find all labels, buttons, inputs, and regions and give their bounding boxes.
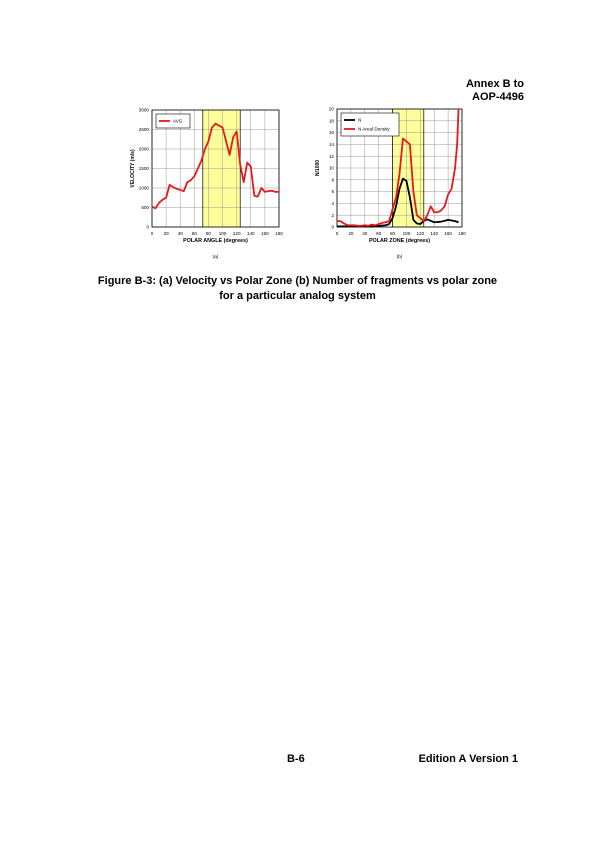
chart-1-x-tick-label: 0	[151, 231, 154, 236]
chart-1-x-tick-label: 180	[275, 231, 283, 236]
chart-2-legend	[340, 112, 400, 137]
chart-2-x-tick-label: 40	[362, 231, 368, 236]
chart-2-x-tick-label: 0	[336, 231, 339, 236]
chart-2-legend-label: N	[358, 118, 361, 123]
chart-2-legend-label: N Areal Density	[358, 127, 390, 132]
velocity-chart: 0 20 40 60 80 100 120 140 160 180 0 500 1000 1500 2000…	[128, 104, 288, 264]
chart-1-y-axis-label: VELOCITY (m/s)	[130, 149, 136, 188]
chart-1-x-tick-label: 100	[219, 231, 227, 236]
chart-2-x-tick-label: 80	[390, 231, 396, 236]
chart-1-y-tick-label: 1000	[139, 186, 150, 191]
chart-1-y-tick-label: 2500	[139, 127, 150, 132]
chart-2-x-tick-label: 180	[458, 231, 466, 236]
chart-1-x-tick-label: 40	[178, 231, 184, 236]
chart-1-x-tick-label: 120	[233, 231, 241, 236]
chart-2-y-tick-label: 0	[331, 225, 334, 230]
chart-1-panel-label: (a)	[213, 254, 219, 259]
chart-2-frame	[336, 108, 463, 228]
velocity-chart-svg: 0 20 40 60 80 100 120 140 160 180 0 500 1000 1500 2000…	[130, 108, 283, 259]
chart-2-x-tick-label: 20	[348, 231, 354, 236]
chart-1-legend-label: AVG	[173, 119, 183, 124]
chart-1-x-tick-label: 140	[247, 231, 255, 236]
chart-1-y-tick-label: 500	[141, 205, 149, 210]
chart-1-x-tick-label: 20	[164, 231, 170, 236]
chart-2-y-tick-label: 14	[329, 142, 335, 147]
chart-1-x-axis-label: POLAR ANGLE (degrees)	[183, 238, 248, 244]
chart-1-y-tick-label: 2000	[139, 147, 150, 152]
chart-2-y-tick-label: 8	[331, 177, 334, 182]
chart-2-x-tick-label: 120	[416, 231, 424, 236]
chart-1-y-tick-label: 3000	[139, 108, 150, 113]
fragments-chart-svg: 0 20 40 60 80 100 120 140 160 180 0 2 4 6 8 10 12 14 16 18 2…	[315, 107, 466, 259]
annex-header: Annex B to	[465, 78, 524, 90]
chart-2-y-axis-label: N/1000	[315, 160, 321, 176]
chart-2-x-tick-label: 160	[444, 231, 452, 236]
chart-2-series-line-2	[337, 108, 460, 227]
chart-1-x-tick-label: 80	[206, 231, 212, 236]
fragments-chart: 0 20 40 60 80 100 120 140 160 180 0 2 4 6 8 10 12 14 16 18 2…	[312, 104, 472, 264]
page-number: B-6	[287, 753, 305, 765]
chart-2-y-tick-label: 12	[329, 154, 335, 159]
chart-2-series-line-1	[337, 177, 459, 228]
chart-2-y-tick-label: 10	[329, 166, 335, 171]
chart-1-y-tick-label: 0	[146, 225, 149, 230]
chart-2-x-axis-label: POLAR ZONE (degrees)	[369, 238, 430, 244]
chart-1-x-tick-label: 60	[192, 231, 198, 236]
chart-1-frame	[151, 109, 280, 228]
chart-2-y-tick-label: 4	[331, 201, 334, 206]
chart-1-y-tick-label: 1500	[139, 166, 150, 171]
chart-2-y-tick-label: 16	[329, 130, 335, 135]
figure-caption: Figure B-3: (a) Velocity vs Polar Zone (…	[60, 274, 535, 304]
chart-2-y-tick-label: 6	[331, 189, 334, 194]
chart-2-y-tick-label: 2	[331, 213, 334, 218]
document-number: AOP-4496	[472, 91, 524, 103]
edition-label: Edition A Version 1	[418, 753, 518, 765]
figure-caption-line-1: Figure B-3: (a) Velocity vs Polar Zone (…	[97, 275, 498, 287]
chart-2-x-tick-label: 100	[403, 231, 411, 236]
chart-1-x-tick-label: 160	[261, 231, 269, 236]
chart-2-x-tick-label: 140	[430, 231, 438, 236]
chart-1-series-line-1	[151, 122, 279, 210]
chart-2-x-tick-label: 60	[376, 231, 382, 236]
chart-2-panel-label: (b)	[397, 254, 403, 259]
chart-1-legend	[155, 113, 191, 129]
chart-2-y-tick-label: 20	[329, 107, 335, 112]
chart-2-y-tick-label: 18	[329, 118, 335, 123]
figure-caption-line-2: for a particular analog system	[219, 290, 376, 302]
